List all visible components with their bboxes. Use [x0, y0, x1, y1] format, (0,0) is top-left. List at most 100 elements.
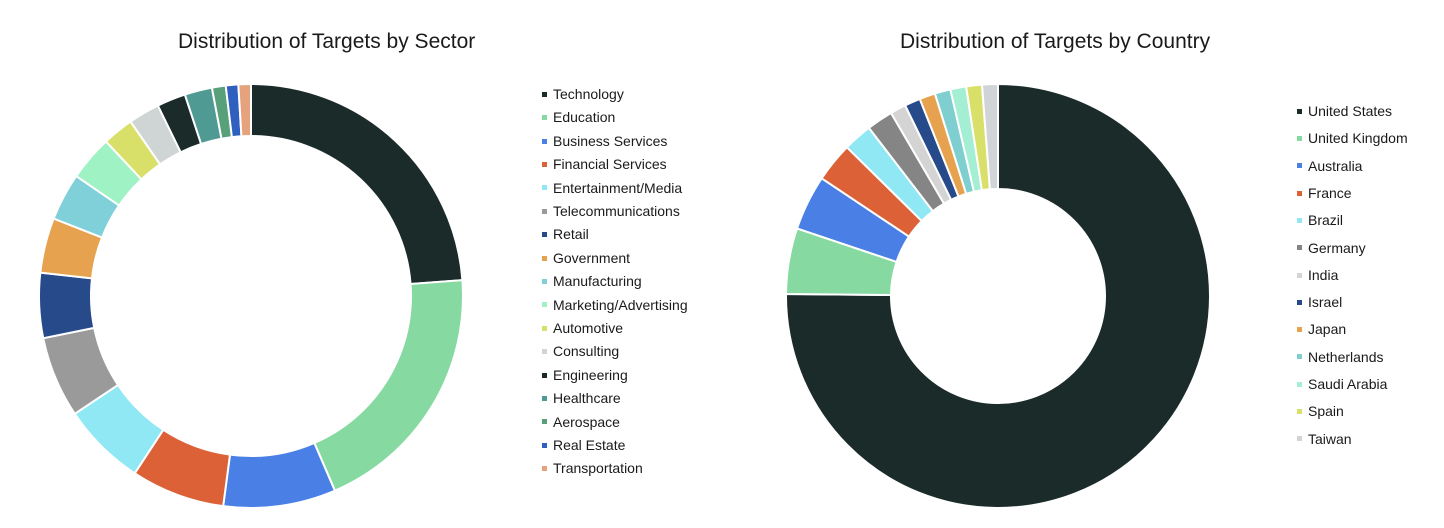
country-legend-swatch: [1297, 381, 1302, 387]
sector-legend-swatch: [542, 349, 547, 355]
country-legend-item: Brazil: [1297, 210, 1343, 230]
sector-legend-label: Engineering: [553, 366, 628, 383]
country-legend-label: Australia: [1308, 157, 1363, 174]
sector-slice-transportation: [237, 82, 252, 138]
country-legend-swatch: [1297, 299, 1302, 305]
sector-legend-label: Business Services: [553, 132, 668, 149]
country-legend-swatch: [1297, 272, 1302, 278]
country-legend-label: Brazil: [1308, 212, 1344, 229]
sector-legend-label: Marketing/Advertising: [553, 296, 688, 313]
sector-legend-label: Automotive: [553, 320, 624, 336]
sector-legend-label: Technology: [553, 86, 624, 102]
sector-legend-swatch: [542, 185, 547, 191]
country-legend-swatch: [1297, 108, 1302, 114]
sector-legend-label: Retail: [553, 226, 589, 243]
country-legend-item: Taiwan: [1297, 429, 1352, 449]
sector-legend-item: Engineering: [542, 365, 628, 385]
country-legend-label: India: [1308, 266, 1339, 283]
sector-legend-label: Healthcare: [553, 390, 621, 407]
country-slice-taiwan: [980, 82, 999, 191]
sector-legend-swatch: [542, 161, 547, 167]
country-donut: [784, 82, 1211, 509]
sector-legend-swatch: [542, 395, 547, 401]
country-legend-label: Saudi Arabia: [1308, 376, 1388, 392]
country-legend-swatch: [1297, 354, 1302, 360]
sector-legend-swatch: [542, 91, 547, 97]
sector-legend-item: Technology: [542, 84, 624, 104]
sector-legend-item: Consulting: [542, 341, 619, 361]
country-legend-label: Spain: [1308, 403, 1344, 420]
sector-legend-swatch: [542, 302, 547, 308]
sector-legend-swatch: [542, 138, 547, 144]
country-legend-item: France: [1297, 183, 1352, 203]
country-slice-united-states: [785, 82, 1211, 509]
sector-legend-item: Financial Services: [542, 154, 667, 174]
sector-slice-education: [313, 279, 464, 493]
sector-legend-label: Financial Services: [553, 156, 667, 173]
sector-legend-swatch: [542, 419, 547, 425]
sector-legend-label: Education: [553, 109, 616, 126]
country-legend-item: Netherlands: [1297, 347, 1384, 367]
sector-legend-swatch: [542, 278, 547, 284]
sector-legend-swatch: [542, 208, 547, 214]
country-legend-swatch: [1297, 436, 1302, 442]
sector-legend-label: Manufacturing: [553, 273, 642, 290]
sector-legend-label: Entertainment/Media: [553, 179, 683, 196]
country-legend-label: Japan: [1308, 321, 1347, 338]
sector-slice-technology: [250, 82, 464, 286]
country-legend-item: Spain: [1297, 401, 1344, 421]
sector-legend-swatch: [542, 255, 547, 261]
country-legend-item: Israel: [1297, 292, 1342, 312]
sector-legend-item: Business Services: [542, 131, 667, 151]
country-legend-label: Germany: [1308, 239, 1366, 256]
country-legend-item: United Kingdom: [1297, 128, 1408, 148]
country-legend-swatch: [1297, 136, 1302, 142]
sector-legend-item: Healthcare: [542, 388, 621, 408]
country-legend-label: Taiwan: [1308, 430, 1352, 447]
sector-legend-label: Aerospace: [553, 413, 620, 430]
country-legend-swatch: [1297, 190, 1302, 196]
country-legend-swatch: [1297, 245, 1302, 251]
sector-legend-label: Telecommunications: [553, 203, 680, 219]
sector-legend-swatch: [542, 325, 547, 331]
country-legend-item: Saudi Arabia: [1297, 374, 1387, 394]
sector-legend-label: Transportation: [553, 460, 643, 477]
country-legend-swatch: [1297, 163, 1302, 169]
country-legend-label: Netherlands: [1308, 348, 1384, 365]
country-legend-item: India: [1297, 265, 1338, 285]
sector-legend-item: Retail: [542, 224, 589, 244]
sector-legend-swatch: [542, 232, 547, 238]
sector-legend-swatch: [542, 442, 547, 448]
country-legend-label: France: [1308, 184, 1352, 201]
sector-legend-label: Government: [553, 249, 631, 266]
sector-legend-item: Marketing/Advertising: [542, 295, 688, 315]
country-legend-label: United Kingdom: [1308, 130, 1408, 147]
sector-legend-item: Telecommunications: [542, 201, 680, 221]
sector-legend-swatch: [542, 115, 547, 121]
country-legend-swatch: [1297, 409, 1302, 415]
sector-legend-item: Government: [542, 248, 630, 268]
sector-legend-item: Manufacturing: [542, 271, 642, 291]
country-legend-item: Germany: [1297, 238, 1366, 258]
sector-legend-item: Education: [542, 107, 615, 127]
sector-legend-item: Entertainment/Media: [542, 178, 682, 198]
country-legend-swatch: [1297, 327, 1302, 333]
country-legend-swatch: [1297, 217, 1302, 223]
country-legend-label: Israel: [1308, 294, 1343, 311]
sector-legend-item: Transportation: [542, 458, 643, 478]
sector-legend-item: Real Estate: [542, 435, 625, 455]
country-legend-item: United States: [1297, 101, 1392, 121]
country-legend-item: Japan: [1297, 319, 1346, 339]
sector-legend-label: Consulting: [553, 343, 620, 360]
country-legend-item: Australia: [1297, 156, 1362, 176]
country-legend-label: United States: [1308, 103, 1393, 119]
country-chart-title: Distribution of Targets by Country: [900, 30, 1211, 53]
sector-legend-item: Automotive: [542, 318, 623, 338]
sector-donut: [38, 82, 464, 509]
sector-slice-retail: [38, 271, 96, 340]
sector-legend-swatch: [542, 466, 547, 472]
sector-legend-item: Aerospace: [542, 412, 620, 432]
sector-slice-business-services: [222, 441, 337, 509]
sector-legend-swatch: [542, 372, 547, 378]
